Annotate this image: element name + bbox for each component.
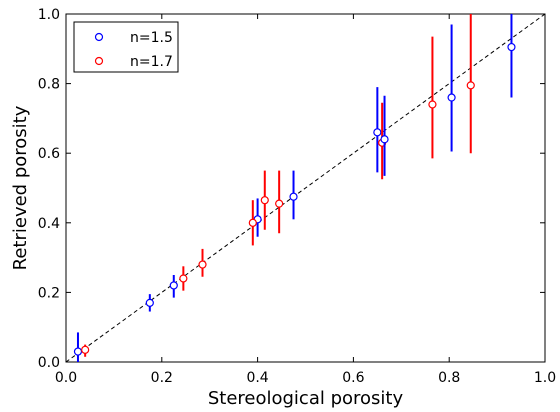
plot-frame xyxy=(65,13,546,363)
legend-label: n=1.5 xyxy=(130,30,173,46)
data-point xyxy=(248,218,257,227)
x-tick-label: 0.8 xyxy=(438,370,460,386)
y-tick-label: 0.4 xyxy=(38,216,60,232)
data-point xyxy=(73,347,83,356)
data-point xyxy=(198,260,207,269)
legend-marker xyxy=(94,56,104,66)
data-point xyxy=(447,93,456,102)
data-point xyxy=(275,199,284,208)
data-point xyxy=(289,192,298,201)
y-tick-label: 0.6 xyxy=(38,146,60,162)
x-tick-label: 1.0 xyxy=(534,370,556,386)
x-tick-label: 0.4 xyxy=(246,370,268,386)
data-point xyxy=(373,128,382,137)
x-tick-label: 0.0 xyxy=(55,370,77,386)
y-axis-label: Retrieved porosity xyxy=(10,105,31,270)
x-tick-label: 0.6 xyxy=(342,370,364,386)
data-point xyxy=(145,298,154,307)
legend: n=1.5 n=1.7 xyxy=(73,21,179,73)
data-points xyxy=(73,14,516,362)
data-point xyxy=(466,81,475,90)
y-tick-label: 0.0 xyxy=(38,355,60,371)
reference-line xyxy=(65,13,546,363)
data-point xyxy=(428,100,437,109)
y-tick-label: 0.2 xyxy=(38,285,60,301)
tick-labels: 0.0 0.2 0.4 0.6 0.8 1.0 0.0 0.2 0.4 0.6 0.8 1.0 xyxy=(38,7,556,386)
plot-area: 0.0 0.2 0.4 0.6 0.8 1.0 0.0 0.2 0.4 0.6 0.8 1.0 xyxy=(38,7,556,386)
x-axis-label: Stereological porosity xyxy=(208,388,404,409)
data-point xyxy=(169,281,178,290)
data-point xyxy=(380,135,389,144)
legend-marker xyxy=(94,32,104,42)
data-point xyxy=(260,196,269,205)
legend-label: n=1.7 xyxy=(130,54,173,70)
y-tick-label: 1.0 xyxy=(38,7,60,23)
data-point xyxy=(81,345,90,354)
legend-box xyxy=(73,21,179,73)
x-tick-label: 0.2 xyxy=(151,370,173,386)
data-point xyxy=(179,274,188,283)
data-point xyxy=(507,42,516,52)
y-tick-label: 0.8 xyxy=(38,77,60,93)
